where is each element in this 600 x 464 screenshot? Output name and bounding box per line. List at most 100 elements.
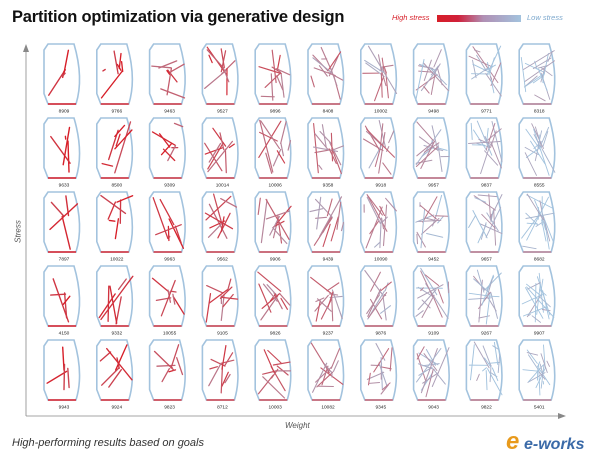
structural-member	[332, 360, 339, 372]
structural-member	[160, 143, 173, 156]
structural-member	[168, 218, 185, 249]
structural-member	[263, 349, 275, 373]
partition-outline	[254, 43, 292, 105]
design-cell: 7897	[43, 191, 81, 263]
structural-member	[472, 210, 488, 239]
structural-member	[522, 306, 548, 317]
structural-member	[314, 198, 333, 218]
structural-member	[490, 292, 498, 319]
structural-member	[172, 293, 176, 305]
partition-outline	[96, 265, 134, 327]
design-cell: 9906	[254, 191, 292, 263]
structural-member	[530, 140, 546, 165]
structural-member	[220, 216, 225, 233]
structural-member	[527, 314, 531, 317]
structural-member	[208, 362, 222, 387]
structural-member	[526, 283, 542, 297]
structural-member	[222, 67, 230, 83]
structural-member	[416, 233, 419, 245]
structural-member	[541, 213, 555, 244]
structural-member	[476, 120, 493, 156]
structural-member	[221, 344, 227, 370]
watermark-text: e-works	[524, 436, 585, 453]
design-value-label: 9633	[59, 183, 70, 189]
structural-member	[534, 199, 545, 225]
design-cell: 9043	[412, 339, 450, 411]
structural-member	[107, 285, 110, 322]
structural-member	[328, 148, 337, 165]
design-value-label: 9358	[323, 183, 334, 189]
structural-member	[280, 72, 285, 98]
partition-outline	[412, 117, 450, 179]
structural-member	[208, 203, 228, 239]
design-cell: 9309	[148, 117, 186, 189]
structural-member	[287, 140, 292, 151]
structural-member	[106, 347, 133, 381]
structural-member	[379, 123, 384, 150]
structural-member	[114, 124, 126, 138]
structural-member	[416, 353, 427, 383]
structural-member	[546, 360, 550, 367]
structural-member	[485, 128, 502, 142]
partition-outline	[307, 339, 345, 401]
structural-member	[257, 197, 261, 215]
structural-member	[101, 367, 120, 386]
structural-member	[366, 194, 388, 232]
structural-member	[318, 164, 323, 170]
design-cell: 8712	[201, 339, 239, 411]
structural-member	[538, 272, 544, 313]
design-cell: 10002	[360, 43, 398, 115]
design-cell: 9837	[465, 117, 503, 189]
partition-outline	[201, 117, 239, 179]
structural-member	[269, 293, 277, 302]
structural-member	[151, 131, 176, 146]
structural-member	[326, 198, 333, 217]
structural-member	[538, 367, 551, 386]
structural-member	[380, 281, 392, 292]
structural-member	[50, 135, 71, 164]
structural-member	[380, 356, 383, 390]
structural-member	[61, 215, 71, 250]
structural-member	[378, 362, 388, 387]
structural-member	[491, 367, 499, 382]
structural-member	[367, 195, 383, 216]
footer-caption: High-performing results based on goals	[12, 437, 204, 449]
structural-member	[492, 345, 499, 350]
structural-member	[486, 279, 493, 298]
structural-member	[468, 297, 492, 300]
structural-member	[212, 127, 227, 147]
structural-member	[101, 162, 114, 167]
design-value-label: 9876	[375, 331, 386, 337]
partition-outline	[360, 191, 398, 253]
structural-member	[384, 282, 389, 292]
structural-member	[63, 49, 70, 75]
structural-member	[315, 216, 328, 219]
structural-member	[162, 148, 176, 162]
structural-member	[113, 50, 119, 75]
structural-member	[420, 287, 424, 292]
design-cell: 10003	[254, 339, 292, 411]
structural-member	[309, 208, 324, 213]
partition-outline	[254, 117, 292, 179]
structural-member	[425, 368, 434, 398]
structural-member	[521, 215, 539, 239]
structural-member	[490, 142, 502, 169]
structural-member	[476, 373, 480, 381]
partition-outline	[148, 191, 186, 253]
design-value-label: 9766	[111, 109, 122, 115]
structural-member	[327, 51, 342, 72]
structural-member	[276, 54, 281, 71]
design-value-label: 10003	[269, 405, 283, 411]
structural-member	[115, 296, 122, 325]
structural-member	[160, 88, 186, 99]
design-value-label: 10002	[374, 109, 388, 115]
structural-member	[116, 195, 134, 203]
partition-outline	[518, 339, 556, 401]
structural-member	[313, 122, 319, 174]
structural-member	[160, 279, 176, 317]
legend-gradient-bar	[437, 15, 521, 22]
structural-member	[478, 315, 490, 319]
structural-member	[260, 199, 268, 244]
partition-outline	[465, 339, 503, 401]
